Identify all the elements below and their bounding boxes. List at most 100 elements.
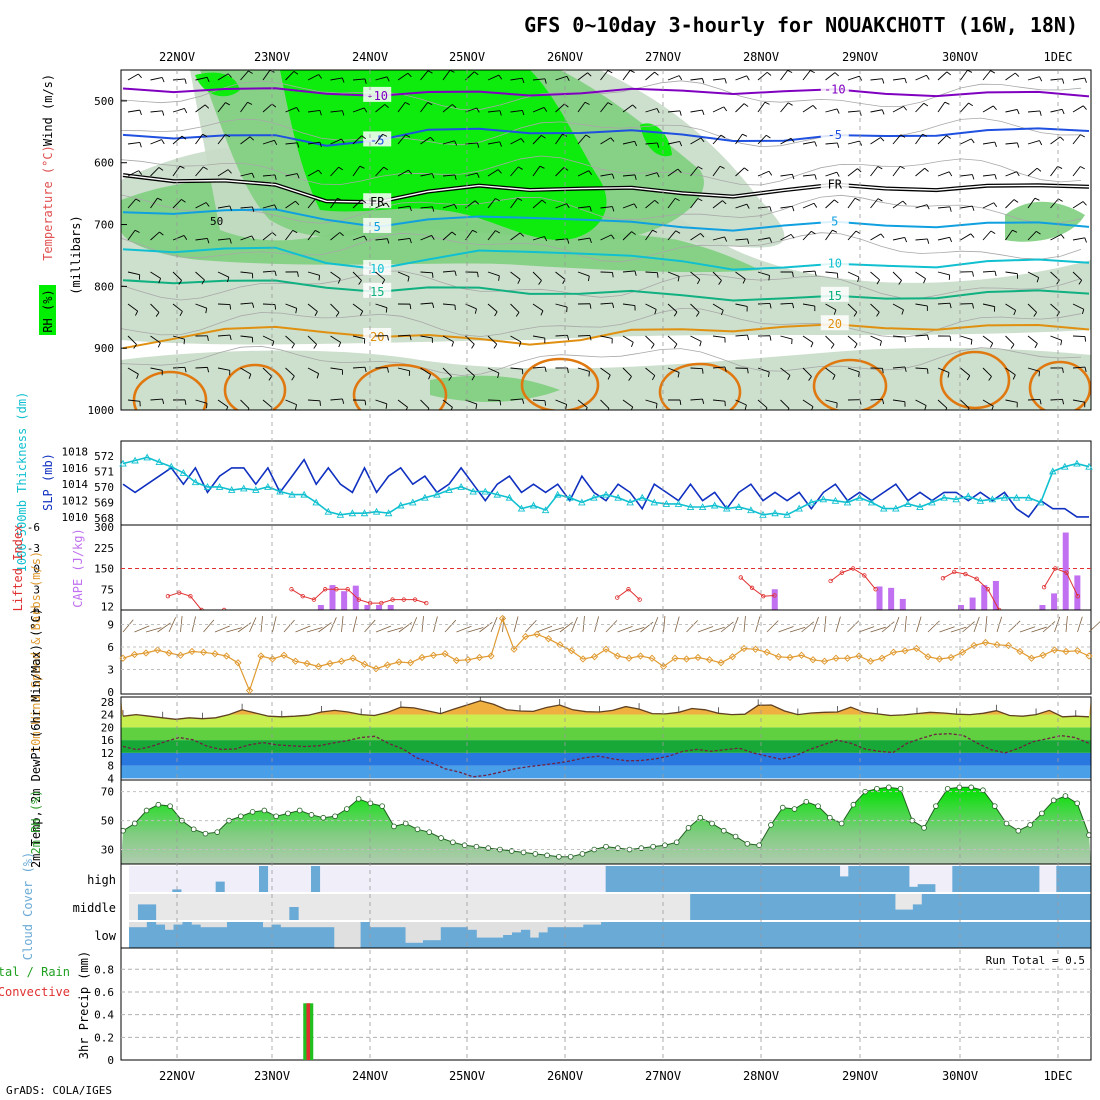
wind-barb-flag (1081, 309, 1085, 315)
wind10m-point (257, 652, 265, 660)
wind-barb (915, 167, 925, 177)
wind-barb-flag (475, 403, 478, 410)
wind10m-barb (605, 620, 618, 633)
temp2m-ytick: 16 (101, 734, 114, 747)
cloud-cell (797, 922, 807, 948)
wind-barb-flag (518, 341, 522, 347)
thickness-point (264, 482, 272, 490)
wind-barb-flag (493, 343, 498, 349)
cloud-cell (814, 894, 825, 920)
rh2m-point (308, 812, 315, 818)
wind-barb (1027, 367, 1040, 372)
thickness-point (590, 493, 598, 501)
precip-ylabel: 3hr Precip (mm) (77, 951, 91, 1059)
wind-barb-flag (567, 238, 570, 244)
wind-barb-flag (184, 399, 187, 405)
wind-barb (735, 133, 743, 145)
rh2m-point (838, 820, 845, 827)
wind-barb-flag (476, 107, 480, 113)
wind-barb-flag (876, 279, 880, 285)
wind-barb (825, 271, 838, 274)
wind-barb (622, 335, 634, 343)
wind-barb-flag (1012, 229, 1018, 233)
wind-barb-flag (991, 405, 994, 410)
wind-barb (690, 166, 699, 177)
wind-barb (960, 335, 973, 341)
wind-barb-flag (566, 76, 570, 81)
wind-barb (532, 366, 545, 369)
cloud-cell (831, 866, 841, 892)
wind-barb (1050, 398, 1063, 401)
wind-barb-flag (540, 310, 544, 316)
wind10m-barb (502, 616, 505, 633)
thickness-point (1012, 493, 1021, 501)
cloud-cell (396, 927, 406, 948)
cape-bar (341, 591, 348, 610)
thickness-ytick: 568 (94, 512, 114, 525)
thickness-point (879, 504, 888, 512)
rh-shade-7 (1005, 201, 1085, 242)
wind10m-barb (168, 617, 177, 633)
credit-label: GrADS: COLA/IGES (6, 1084, 112, 1097)
wind-barb-flag (499, 141, 502, 147)
cloud-cell (690, 922, 700, 948)
surface-temp-contour (1028, 360, 1091, 410)
thickness-point (529, 501, 538, 509)
wind-barb (487, 169, 499, 177)
wind-barb (780, 233, 792, 241)
wind-barb (1005, 199, 1015, 209)
precip-convective-legend: Convective (0, 985, 70, 999)
wind-barb (240, 102, 248, 113)
isotherm-label: 20 (370, 330, 384, 344)
wind-barb-flag (651, 375, 656, 381)
cloud-cell (822, 866, 832, 892)
thickness-point (493, 490, 502, 498)
wind-barb-flag (724, 236, 728, 242)
isotherm-label: 10 (370, 262, 384, 276)
wind-barb-flag (1033, 312, 1037, 317)
thickness-point (421, 493, 429, 501)
cloud-cell (796, 866, 806, 892)
wind-barb-flag (988, 376, 992, 381)
date-label-top: 27NOV (645, 50, 681, 64)
wind-barb (600, 137, 611, 145)
isotherm-label-bg (820, 286, 849, 302)
wind10m-barb (709, 626, 725, 633)
cloud-cell (1055, 922, 1065, 948)
wind-barb (420, 173, 433, 177)
wind-barb (307, 74, 319, 81)
wind-barb (150, 139, 162, 145)
rh2m-point (956, 784, 963, 791)
wind-barb-flag (544, 78, 547, 84)
wind-barb (892, 335, 905, 338)
isotherm-line (122, 246, 1090, 271)
wind-barb-flag (650, 344, 655, 349)
wind-barb-flag (854, 343, 858, 349)
wind-barb-flag (292, 230, 298, 234)
wind-barb (1027, 110, 1040, 113)
wind-barb-flag (1013, 199, 1019, 203)
wind-barb (150, 367, 163, 371)
cloud-cell (984, 894, 994, 920)
wind-barb (577, 134, 587, 145)
wind10m-point (487, 652, 495, 660)
wind-barb-flag (632, 104, 637, 109)
cloud-cell (547, 927, 557, 948)
wind10m-point (694, 653, 702, 662)
cloud-cell (957, 894, 967, 920)
wind-barb-flag (904, 366, 907, 372)
wind-barb (870, 109, 883, 113)
cloud-cell (743, 894, 753, 920)
li-point (390, 597, 395, 602)
wind10m-barb (122, 619, 134, 633)
wind-barb (375, 238, 388, 241)
thickness-point (928, 498, 936, 506)
wind-barb (262, 70, 271, 81)
cloud-cell (832, 894, 842, 920)
wind-barb-flag (787, 70, 793, 74)
wind-barb (712, 236, 725, 241)
wind-barb-flag (1056, 279, 1060, 285)
wind-barb (1050, 335, 1062, 341)
wind-barb-flag (994, 271, 997, 277)
wind-barb (307, 399, 321, 402)
